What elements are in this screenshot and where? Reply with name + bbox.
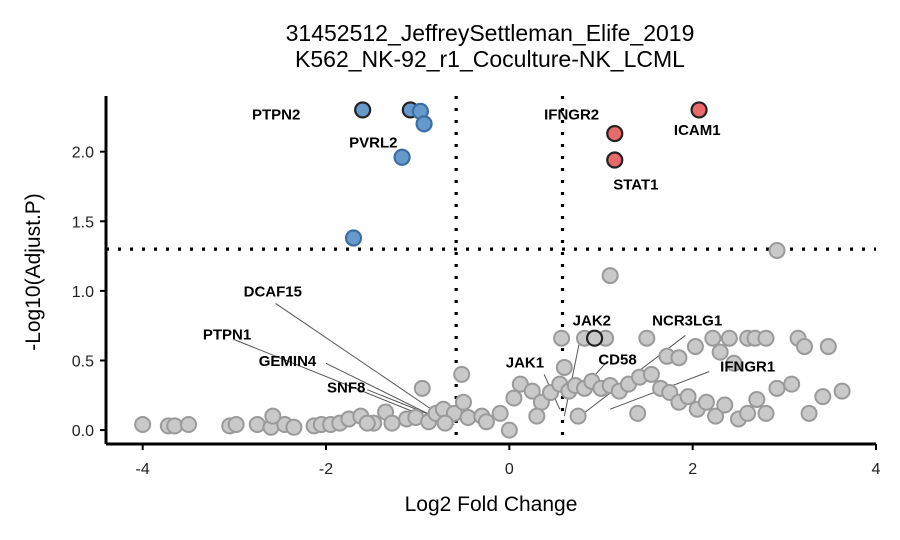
ns-point [134,416,152,434]
gene-label: PTPN2 [252,107,300,124]
gene-label: ICAM1 [674,122,721,139]
ns-point [768,242,786,260]
ns-point [670,349,688,367]
leader-line [275,302,451,423]
down-point [393,148,411,166]
y-axis-title: -Log10(Adjust.P) [22,193,45,351]
x-tick-label: -4 [136,461,150,478]
ns-point [248,416,266,434]
ns-point [814,388,832,406]
y-tick-label: 0.5 [72,353,94,370]
ns-point [553,329,571,347]
ns-point [505,389,523,407]
x-tick-label: -2 [319,461,333,478]
ns-point [800,404,818,422]
axis-ticks: -4 -2 0 2 4 0.0 0.5 1.0 1.5 2.0 [72,145,881,478]
ns-point [413,379,431,397]
ns-point [459,409,477,427]
ns-point [833,382,851,400]
down-point [354,101,372,119]
gene-label: JAK2 [573,313,611,330]
gene-label: PVRL2 [349,135,397,152]
ns-point [725,354,743,372]
gene-labels: PTPN2 PVRL2 IFNGR2 ICAM1 STAT1 DCAF15 PTPN1 GEM… [203,107,775,397]
up-point [606,151,624,169]
gene-label: STAT1 [613,176,658,193]
ns-point [679,388,697,406]
gene-label: IFNGR1 [720,359,775,376]
ns-point [697,393,715,411]
ns-point [796,338,813,356]
ns-point [500,421,518,439]
ns-point [716,396,734,414]
gene-label: JAK1 [506,354,544,371]
ns-point [180,416,197,434]
y-tick-label: 1.0 [72,284,94,301]
ns-point [555,358,573,376]
ns-point [227,416,245,434]
y-tick-label: 2.0 [72,145,94,162]
ns-point [757,404,775,422]
leader-line [563,335,582,417]
down-point [344,229,363,247]
x-tick-label: 2 [688,461,697,478]
ns-point [455,393,472,411]
ns-point [768,379,786,397]
up-point [606,124,624,143]
ns-point [601,267,619,285]
ns-point [711,343,729,361]
ns-point [383,414,401,432]
highlighted-ns-point [585,329,604,347]
ns-point [704,329,722,347]
up-point [690,101,708,119]
y-tick-label: 1.5 [72,214,94,231]
gene-label: SNF8 [327,379,365,396]
ns-point [638,329,656,347]
ns-point [757,329,775,347]
gene-label: DCAF15 [244,283,302,300]
axes [104,96,876,446]
ns-point [285,418,303,436]
ns-point [629,404,647,422]
ns-point [436,414,454,432]
gene-label: GEMIN4 [259,353,317,370]
ns-point [783,375,801,393]
x-tick-label: 4 [872,461,881,478]
ns-point [528,407,546,425]
data-points [134,101,851,439]
ns-point [686,338,704,356]
down-point [415,115,433,133]
leader-line [234,339,446,425]
ns-point [739,404,757,422]
ns-point [166,417,184,435]
gene-label: NCR3LG1 [652,313,722,330]
ns-point [477,413,495,431]
x-axis-title: Log2 Fold Change [405,493,578,516]
gene-label: CD58 [598,352,636,369]
ns-point [720,329,738,347]
gene-label: IFNGR2 [544,107,599,124]
y-tick-label: 0.0 [72,423,94,440]
ns-point [358,414,376,432]
ns-point [642,365,660,383]
ns-point [453,365,471,383]
ns-point [264,407,282,425]
ns-point [569,407,587,425]
gene-label: PTPN1 [203,327,251,344]
chart-title-line-1: 31452512_JeffreySettleman_Elife_2019 [286,20,695,46]
ns-point [491,404,509,422]
ns-point [819,338,837,356]
chart-title-line-2: K562_NK-92_r1_Coculture-NK_LCML [295,46,685,72]
x-tick-label: 0 [505,461,514,478]
ns-point [748,390,766,408]
ns-point [707,407,725,425]
ns-point [523,382,541,400]
